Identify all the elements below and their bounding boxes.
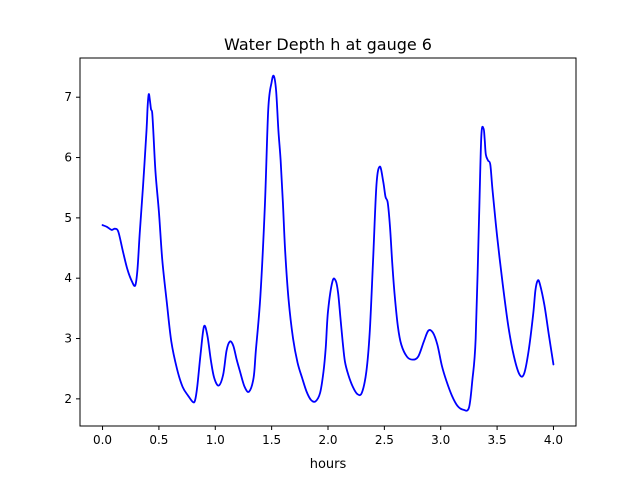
x-tick-label: 1.0 — [206, 433, 225, 447]
chart-title: Water Depth h at gauge 6 — [224, 35, 432, 54]
x-tick-label: 3.0 — [431, 433, 450, 447]
y-tick-label: 2 — [64, 392, 72, 406]
y-tick-label: 3 — [64, 332, 72, 346]
x-tick-label: 2.5 — [375, 433, 394, 447]
x-axis-ticks: 0.0 0.5 1.0 1.5 2.0 2.5 3.0 3.5 4.0 — [93, 426, 563, 447]
x-tick-label: 4.0 — [544, 433, 563, 447]
x-tick-label: 1.5 — [262, 433, 281, 447]
y-tick-label: 6 — [64, 151, 72, 165]
x-tick-label: 0.5 — [149, 433, 168, 447]
x-axis-label: hours — [310, 457, 347, 472]
y-tick-label: 5 — [64, 211, 72, 225]
x-tick-label: 2.0 — [318, 433, 337, 447]
plot-area-frame — [79, 57, 577, 427]
y-axis-ticks: 2 3 4 5 6 7 — [64, 90, 80, 406]
x-tick-label: 3.5 — [488, 433, 507, 447]
y-tick-label: 4 — [64, 271, 72, 285]
y-tick-label: 7 — [64, 90, 72, 104]
x-tick-label: 0.0 — [93, 433, 112, 447]
water-depth-line — [101, 74, 555, 412]
